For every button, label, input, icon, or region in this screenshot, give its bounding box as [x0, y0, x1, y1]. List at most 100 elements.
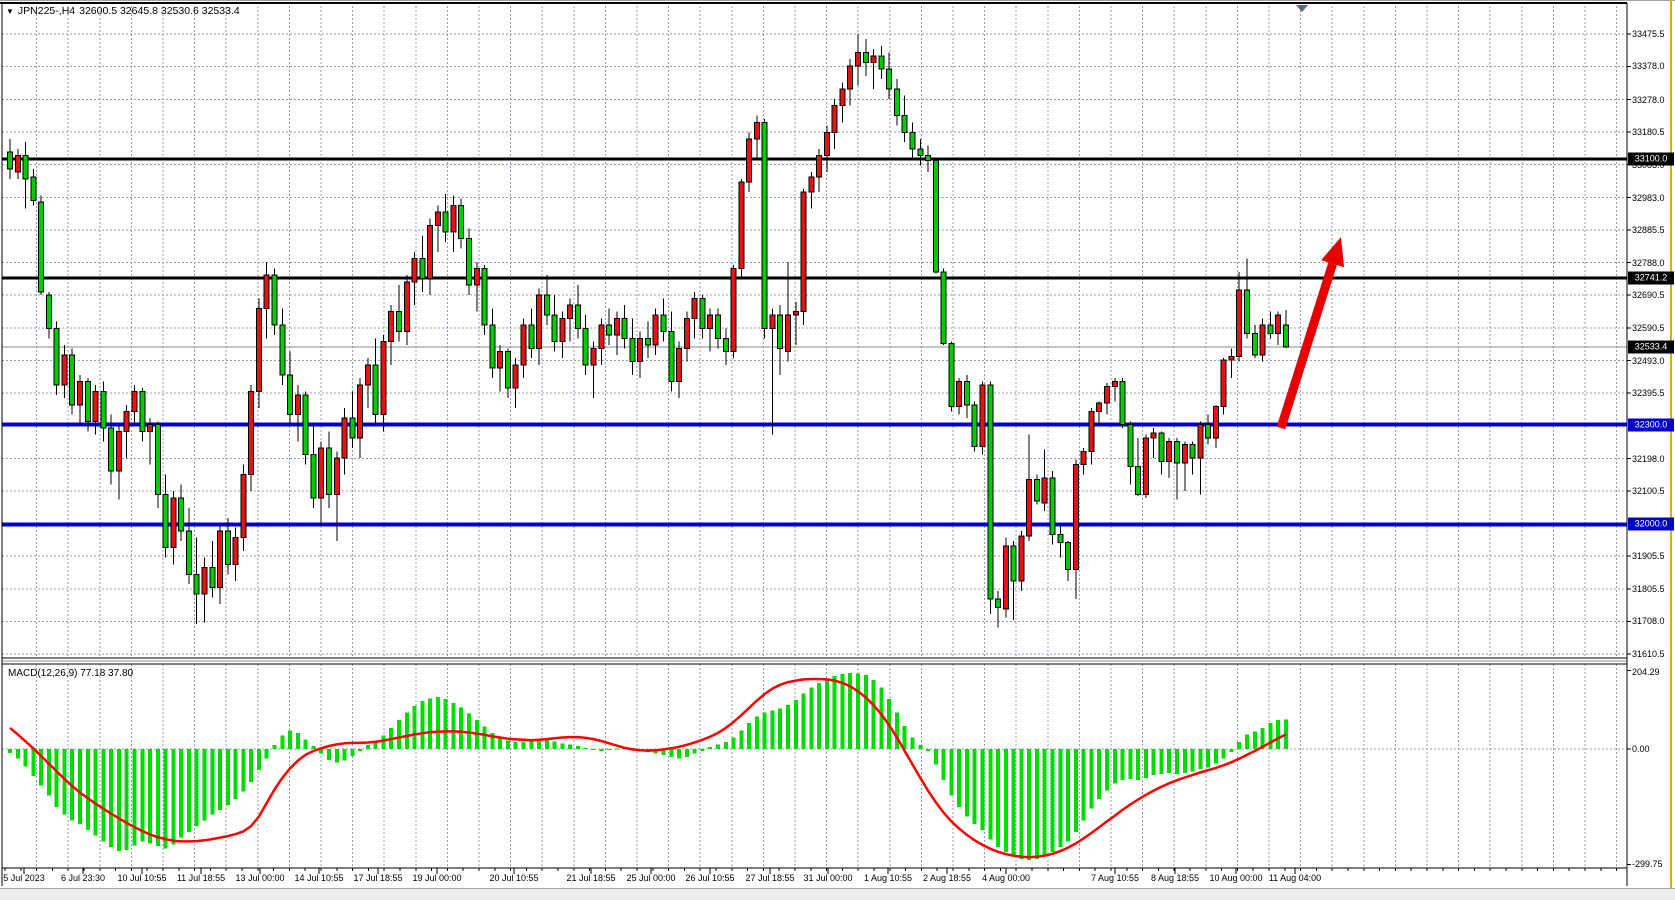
- macd-histogram-bar: [1198, 749, 1203, 770]
- candle-body: [893, 88, 900, 117]
- macd-histogram-bar: [988, 749, 993, 840]
- macd-histogram-bar: [684, 749, 689, 757]
- time-axis-label: 8 Aug 18:55: [1150, 873, 1200, 883]
- macd-histogram-bar: [949, 749, 954, 796]
- macd-histogram-bar: [513, 742, 518, 750]
- candle-body: [1111, 381, 1118, 387]
- time-axis-label: 11 Jul 18:55: [176, 873, 226, 883]
- candle-body: [987, 384, 994, 600]
- candle-body: [53, 327, 60, 386]
- candle-body: [963, 381, 970, 406]
- candle-body: [1259, 324, 1266, 356]
- candle-body: [543, 294, 550, 316]
- macd-histogram-bar: [1058, 749, 1063, 848]
- macd-histogram-bar: [863, 675, 868, 750]
- macd-histogram-bar: [218, 749, 223, 810]
- macd-histogram-bar: [669, 749, 674, 757]
- macd-histogram-bar: [591, 749, 596, 751]
- chart-shift-marker-icon[interactable]: [1296, 5, 1308, 12]
- candle-body: [816, 155, 823, 178]
- candle-body: [115, 430, 122, 472]
- macd-histogram-bar: [1245, 734, 1250, 750]
- macd-histogram-bar: [443, 699, 448, 750]
- candle-body: [1158, 432, 1165, 462]
- macd-histogram-bar: [241, 749, 246, 792]
- candle-body: [699, 297, 706, 329]
- candle-body: [1096, 402, 1103, 412]
- candle-body: [1181, 444, 1188, 464]
- macd-histogram-bar: [583, 747, 588, 750]
- candle-body: [668, 331, 675, 383]
- trend-arrow-head-icon[interactable]: [1321, 237, 1345, 268]
- candle-body: [248, 390, 255, 476]
- macd-histogram-bar: [1120, 749, 1125, 780]
- candle-body: [434, 211, 441, 226]
- time-axis-label: 1 Aug 10:55: [863, 873, 913, 883]
- macd-values: 77.18 37.80: [80, 668, 134, 679]
- candle-body: [520, 324, 527, 366]
- candle-body: [792, 311, 799, 316]
- macd-indicator-label: MACD(12,26,9) 77.18 37.80: [8, 668, 133, 679]
- macd-histogram-bar: [202, 749, 207, 821]
- candle-body: [7, 151, 13, 170]
- candle-body: [473, 268, 480, 286]
- candle-body: [574, 304, 581, 329]
- symbol-dropdown-icon[interactable]: ▼: [6, 6, 14, 16]
- macd-histogram-bar: [435, 697, 440, 750]
- price-level-badge: 32533.4: [1628, 340, 1674, 354]
- macd-histogram-bar: [272, 745, 277, 750]
- price-axis-label: 33180.5: [1632, 127, 1665, 138]
- macd-histogram-bar: [1042, 749, 1047, 857]
- macd-histogram-bar: [926, 749, 931, 751]
- candle-body: [512, 364, 519, 389]
- macd-histogram-bar: [560, 743, 565, 750]
- candle-body: [644, 337, 651, 346]
- macd-histogram-bar: [894, 712, 899, 750]
- candle-body: [1174, 440, 1180, 464]
- candle-body: [388, 311, 395, 343]
- macd-histogram-bar: [677, 749, 682, 759]
- candle-body: [481, 268, 488, 326]
- macd-histogram-bar: [225, 749, 230, 805]
- candle-body: [427, 224, 434, 279]
- candle-body: [1127, 424, 1134, 467]
- macd-histogram-bar: [326, 749, 331, 760]
- macd-histogram-bar: [910, 737, 915, 750]
- macd-histogram-bar: [505, 740, 510, 750]
- macd-histogram-bar: [544, 739, 549, 750]
- macd-histogram-bar: [856, 673, 861, 750]
- macd-histogram-bar: [575, 745, 580, 750]
- macd-histogram-bar: [342, 749, 347, 761]
- candle-body: [707, 314, 714, 329]
- macd-histogram-bar: [1190, 749, 1195, 772]
- time-axis-label: 4 Aug 00:00: [981, 873, 1031, 883]
- macd-histogram-bar: [93, 749, 98, 836]
- candle-body: [761, 121, 768, 329]
- macd-histogram-bar: [941, 749, 946, 780]
- macd-histogram-bar: [1151, 749, 1156, 776]
- macd-histogram-bar: [186, 749, 191, 832]
- macd-histogram-bar: [824, 679, 829, 750]
- macd-axis-label: 0.00: [1632, 744, 1650, 755]
- macd-histogram-bar: [109, 749, 114, 848]
- candle-body: [956, 381, 963, 407]
- candle-body: [22, 155, 29, 180]
- candle-body: [504, 351, 511, 389]
- macd-histogram-bar: [832, 675, 837, 750]
- candle-body: [232, 537, 239, 565]
- macd-histogram-bar: [303, 739, 308, 750]
- macd-histogram-bar: [715, 744, 720, 750]
- candle-body: [1150, 432, 1157, 439]
- macd-histogram-bar: [770, 710, 775, 750]
- trend-arrow-shaft[interactable]: [1276, 262, 1337, 430]
- candle-body: [178, 497, 185, 532]
- price-level-badge: 32300.0: [1628, 418, 1674, 432]
- macd-histogram-bar: [739, 730, 744, 750]
- macd-histogram-bar: [1143, 749, 1148, 778]
- candle-body: [567, 304, 574, 319]
- macd-histogram-bar: [420, 700, 425, 750]
- macd-histogram-bar: [132, 749, 137, 846]
- candle-body: [497, 351, 504, 369]
